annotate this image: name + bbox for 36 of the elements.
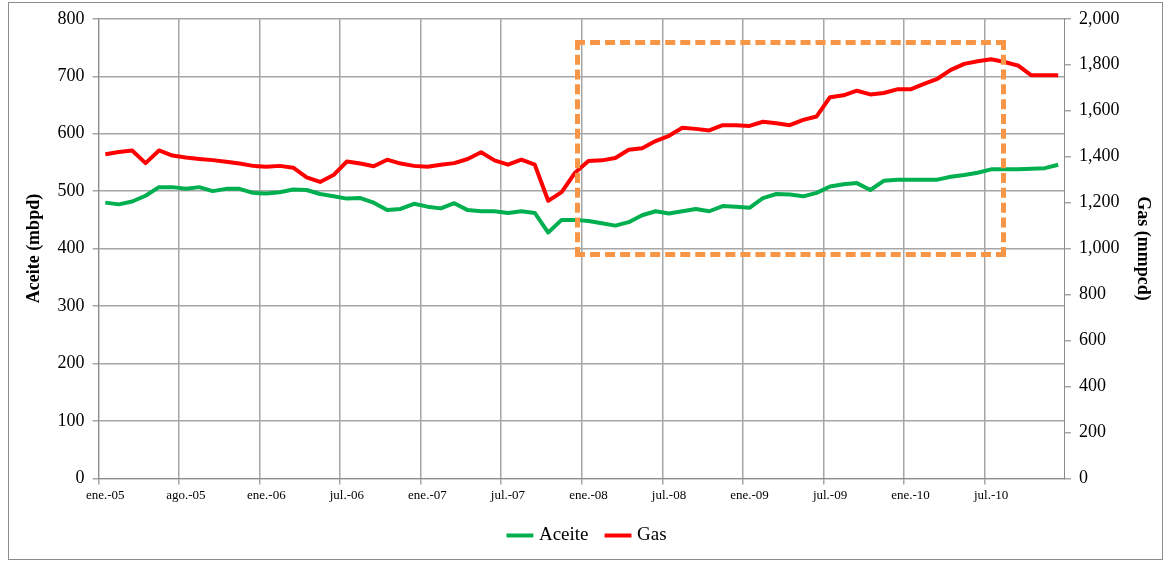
- y2-axis-title: Gas (mmpcd): [1132, 196, 1154, 301]
- y-tick-label: 400: [57, 237, 85, 258]
- y2-tick-label: 600: [1078, 329, 1106, 350]
- x-tick-label: ene.-07: [408, 486, 448, 502]
- y2-tick-label: 800: [1078, 283, 1106, 304]
- y2-tick-label: 1,400: [1078, 145, 1120, 166]
- x-tick-label: jul.-08: [650, 486, 687, 502]
- legend-label: Gas: [637, 523, 667, 545]
- y2-tick-label: 1,600: [1078, 99, 1120, 120]
- y2-tick-label: 1,800: [1078, 53, 1120, 74]
- y2-tick-label: 200: [1078, 421, 1106, 442]
- y-tick-label: 100: [57, 409, 85, 430]
- y2-tick-label: 400: [1078, 375, 1106, 396]
- x-tick-label: ene.-08: [569, 486, 608, 502]
- x-tick-label: ene.-10: [891, 486, 930, 502]
- x-tick-label: jul.-06: [328, 486, 365, 502]
- y-tick-label: 700: [57, 64, 85, 85]
- legend-label: Aceite: [538, 523, 589, 545]
- y2-tick-label: 1,200: [1078, 191, 1120, 212]
- y-tick-label: 500: [57, 179, 85, 200]
- y-tick-label: 0: [75, 467, 85, 488]
- x-tick-label: jul.-10: [972, 486, 1009, 502]
- x-tick-label: jul.-09: [811, 486, 848, 502]
- x-tick-label: ene.-09: [730, 486, 769, 502]
- x-tick-label: jul.-07: [489, 486, 526, 502]
- y-tick-label: 200: [57, 352, 85, 373]
- y-tick-label: 600: [57, 122, 85, 143]
- y-tick-label: 300: [57, 294, 85, 315]
- y2-tick-label: 0: [1078, 467, 1088, 488]
- x-tick-label: ago.-05: [166, 486, 206, 502]
- y2-tick-label: 1,000: [1078, 237, 1120, 258]
- x-tick-label: ene.-06: [247, 486, 287, 502]
- x-tick-label: ene.-05: [86, 486, 125, 502]
- y-tick-label: 800: [57, 7, 85, 28]
- y2-tick-label: 2,000: [1078, 7, 1120, 28]
- y-axis-title: Aceite (mbpd): [23, 193, 45, 304]
